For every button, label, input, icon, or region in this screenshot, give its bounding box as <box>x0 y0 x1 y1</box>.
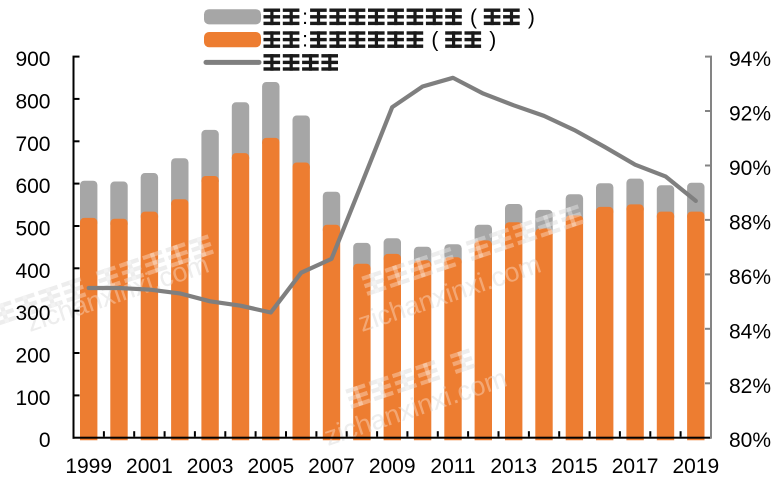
svg-text:900: 900 <box>15 48 50 71</box>
svg-text:1999: 1999 <box>65 455 112 477</box>
svg-text:80%: 80% <box>729 429 771 452</box>
svg-text:700: 700 <box>15 133 50 156</box>
svg-text:2017: 2017 <box>612 455 659 477</box>
svg-text:84%: 84% <box>729 320 771 343</box>
svg-text:300: 300 <box>15 302 50 325</box>
svg-text:90%: 90% <box>729 157 771 180</box>
svg-text::: : <box>302 6 308 29</box>
svg-text:94%: 94% <box>729 48 771 71</box>
svg-text::: : <box>302 29 308 52</box>
svg-text:(: ( <box>431 29 438 52</box>
svg-text:2003: 2003 <box>187 455 234 477</box>
svg-text:2007: 2007 <box>308 455 355 477</box>
svg-text:500: 500 <box>15 218 50 241</box>
svg-text:82%: 82% <box>729 375 771 398</box>
svg-text:(: ( <box>470 6 477 29</box>
svg-text:800: 800 <box>15 90 50 113</box>
svg-text:2019: 2019 <box>672 455 719 477</box>
svg-text:2005: 2005 <box>247 455 294 477</box>
svg-text:): ) <box>489 29 496 52</box>
svg-text:100: 100 <box>15 387 50 410</box>
svg-text:2013: 2013 <box>490 455 537 477</box>
svg-text:): ) <box>528 6 535 29</box>
svg-text:0: 0 <box>39 429 51 452</box>
svg-text:88%: 88% <box>729 211 771 234</box>
svg-text:400: 400 <box>15 260 50 283</box>
svg-text:2011: 2011 <box>430 455 475 477</box>
svg-text:2001: 2001 <box>126 455 173 477</box>
svg-text:86%: 86% <box>729 266 771 289</box>
svg-text:2009: 2009 <box>369 455 416 477</box>
svg-text:600: 600 <box>15 175 50 198</box>
svg-text:2015: 2015 <box>551 455 598 477</box>
svg-text:92%: 92% <box>729 103 771 126</box>
svg-text:200: 200 <box>15 345 50 368</box>
